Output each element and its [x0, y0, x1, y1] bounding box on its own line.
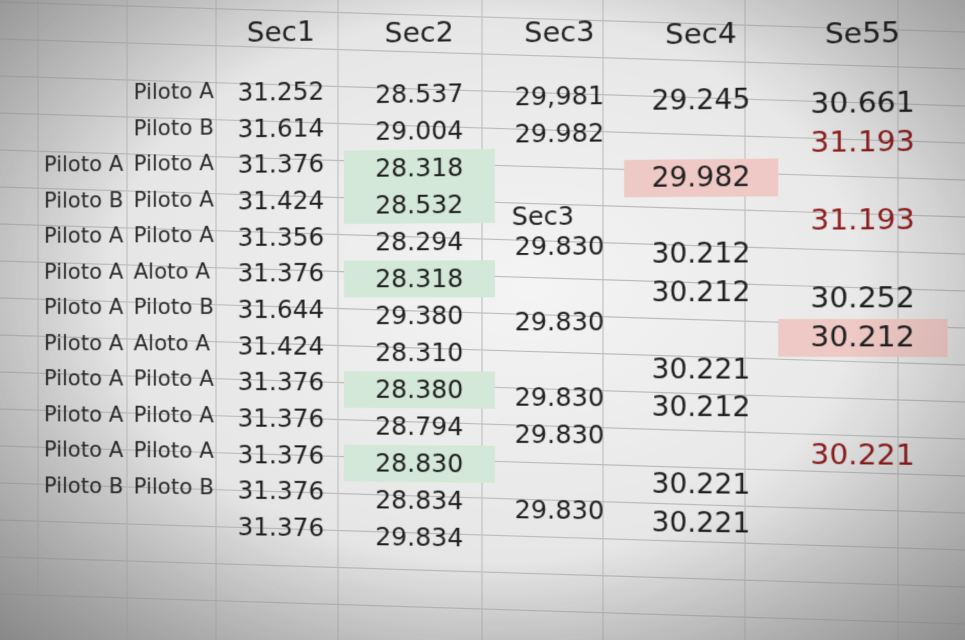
column-header-sec1[interactable]: Sec1	[246, 16, 315, 49]
cell-sec4[interactable]: 29.245	[651, 84, 751, 118]
cell-b[interactable]: Piloto A	[133, 150, 214, 176]
gridline	[0, 593, 965, 625]
gridline	[0, 482, 965, 514]
cell-a[interactable]: Piloto A	[43, 401, 124, 427]
cell-sec3[interactable]: 29.830	[514, 382, 605, 412]
cell-sec1[interactable]: 31.376	[237, 440, 325, 470]
cell-sec4[interactable]: 30.221	[651, 468, 751, 502]
cell-a[interactable]: Piloto B	[43, 187, 124, 213]
cell-sec1[interactable]: 31.376	[237, 368, 325, 397]
cell-sec3[interactable]: 29.830	[514, 307, 605, 337]
cell-sec2[interactable]: 28.318	[343, 260, 496, 298]
cell-a[interactable]: Piloto A	[43, 151, 124, 177]
cell-sec3[interactable]: 29.982	[514, 118, 605, 149]
cell-b[interactable]: Piloto B	[133, 114, 214, 141]
cell-b[interactable]: Piloto A	[133, 438, 214, 464]
cell-sec1[interactable]: 31.614	[237, 113, 325, 144]
cell-sec2[interactable]: 29.004	[375, 116, 464, 147]
cell-sec4[interactable]: 30.221	[651, 507, 751, 540]
column-header-sec3[interactable]: Sec3	[524, 16, 595, 50]
cell-sec1[interactable]: 31.252	[237, 77, 325, 107]
cell-a[interactable]: Piloto A	[43, 259, 124, 284]
gridline	[0, 556, 965, 588]
cell-sec4[interactable]: 30.221	[651, 353, 751, 386]
cell-sec5[interactable]: 31.193	[810, 125, 915, 159]
cell-b[interactable]: Piloto A	[133, 402, 214, 428]
cell-b[interactable]: Piloto A	[133, 366, 214, 392]
column-header-sec5[interactable]: Se55	[824, 16, 901, 51]
cell-sec2[interactable]: 29.380	[375, 301, 464, 331]
cell-sec1[interactable]: 31.376	[237, 476, 325, 507]
cell-sec5[interactable]: 30.221	[810, 438, 915, 472]
gridline	[0, 223, 965, 255]
cell-sec1[interactable]: 31.376	[237, 149, 325, 180]
cell-b[interactable]: Piloto B	[133, 473, 214, 500]
cell-sec2[interactable]: 28.318	[343, 148, 496, 188]
cell-sec1[interactable]: 31.376	[237, 512, 325, 543]
cell-sec2[interactable]: 28.537	[375, 79, 464, 110]
cell-sec2[interactable]: 28.294	[375, 227, 464, 257]
cell-sec5[interactable]: 30.252	[810, 282, 915, 315]
cell-a[interactable]: Piloto A	[43, 223, 124, 248]
cell-sec4[interactable]: 29.982	[624, 158, 779, 197]
cell-sec4[interactable]: 30.212	[651, 277, 751, 309]
cell-a[interactable]: Piloto A	[43, 366, 124, 391]
cell-a[interactable]: Piloto B	[43, 473, 124, 499]
cell-a[interactable]: Piloto A	[43, 294, 124, 320]
cell-sec1[interactable]: 31.644	[237, 295, 325, 325]
gridline	[0, 38, 965, 70]
cell-sec5[interactable]: 30.212	[778, 318, 948, 357]
gridline	[0, 75, 965, 107]
cell-sec1[interactable]: 31.356	[237, 222, 325, 252]
gridline	[0, 1, 965, 33]
stray-sec3-label[interactable]: Sec3	[511, 201, 574, 232]
cell-b[interactable]: Piloto A	[133, 186, 214, 212]
cell-sec2[interactable]: 28.310	[375, 338, 464, 368]
cell-b[interactable]: Piloto A	[133, 222, 214, 248]
cell-sec1[interactable]: 31.424	[237, 331, 325, 361]
gridline	[0, 334, 965, 366]
cell-sec1[interactable]: 31.424	[237, 186, 325, 216]
cell-sec2[interactable]: 28.380	[343, 371, 496, 409]
cell-b[interactable]: Aloto A	[133, 258, 211, 284]
cell-sec4[interactable]: 30.212	[651, 392, 751, 425]
cell-sec2[interactable]: 29.834	[375, 522, 464, 553]
cell-b[interactable]: Piloto B	[133, 294, 214, 320]
gridline	[0, 408, 965, 440]
cell-sec1[interactable]: 31.376	[237, 259, 325, 288]
cell-sec1[interactable]: 31.376	[237, 404, 325, 434]
cell-sec3[interactable]: 29.830	[514, 419, 605, 450]
cell-sec2[interactable]: 28.830	[343, 444, 496, 483]
cell-sec3[interactable]: 29,981	[514, 81, 605, 112]
cell-sec5[interactable]: 31.193	[810, 203, 915, 237]
column-header-sec2[interactable]: Sec2	[384, 16, 454, 50]
gridline	[0, 112, 965, 144]
gridline	[0, 519, 965, 551]
cell-a[interactable]: Piloto A	[43, 437, 124, 463]
column-header-sec4[interactable]: Sec4	[665, 17, 737, 51]
cell-sec2[interactable]: 28.834	[375, 485, 464, 516]
cell-sec4[interactable]: 30.212	[651, 238, 751, 271]
cell-sec3[interactable]: 29.830	[514, 494, 605, 525]
cell-sec5[interactable]: 30.661	[810, 85, 915, 120]
cell-b[interactable]: Aloto A	[133, 330, 211, 356]
cell-b[interactable]: Piloto A	[133, 78, 214, 105]
cell-a[interactable]: Piloto A	[43, 330, 124, 355]
cell-sec2[interactable]: 28.532	[343, 185, 496, 224]
cell-sec2[interactable]: 28.794	[375, 412, 464, 442]
